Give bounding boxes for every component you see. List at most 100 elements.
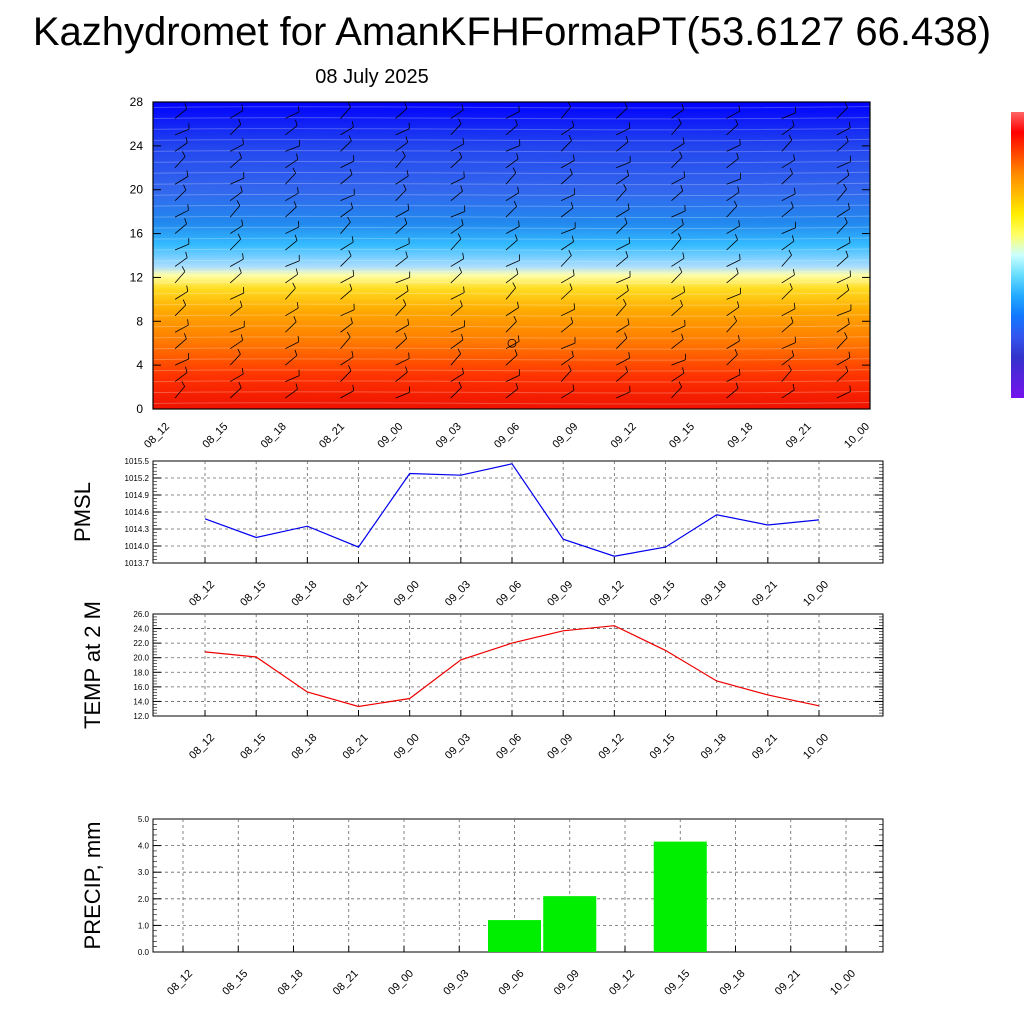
- wind-barb: [616, 141, 629, 152]
- wind-barb: [230, 326, 245, 333]
- wind-barb-feather: [738, 334, 740, 342]
- wind-barb-feather: [738, 368, 741, 375]
- wind-barb-feather: [737, 186, 740, 193]
- wind-barb-feather: [238, 118, 242, 125]
- wind-barb-feather: [683, 171, 686, 178]
- wind-barb: [340, 255, 352, 267]
- wind-barb: [174, 304, 186, 317]
- wind-barb-feather: [627, 203, 630, 210]
- wind-barb: [781, 342, 796, 350]
- wind-barb-feather: [844, 217, 848, 223]
- heatmap-x-tick-09_06: 09_06: [492, 421, 522, 451]
- wind-barb: [285, 307, 299, 317]
- wind-barb-feather: [240, 334, 244, 341]
- wind-barb: [340, 160, 355, 169]
- precip-x-tick-09_09: 09_09: [552, 968, 582, 998]
- wind-barb: [505, 388, 519, 399]
- wind-barb-feather: [844, 332, 848, 338]
- wind-barb: [616, 371, 628, 382]
- wind-barb-feather: [348, 250, 352, 257]
- calm-wind-marker: [507, 338, 517, 348]
- precip-ytick-label: 1.0: [138, 921, 150, 930]
- wind-barb: [174, 291, 188, 300]
- wind-barb-feather: [407, 318, 410, 325]
- wind-barb: [560, 207, 574, 218]
- wind-barb: [560, 370, 572, 382]
- wind-barb: [671, 176, 685, 185]
- wind-barb-feather: [462, 252, 465, 259]
- wind-barb-feather: [626, 284, 629, 291]
- wind-barb: [285, 172, 296, 185]
- wind-barb: [505, 374, 520, 382]
- wind-barb-feather: [627, 318, 630, 325]
- wind-barb-feather: [294, 234, 298, 241]
- wind-barb: [450, 339, 464, 350]
- wind-barb: [836, 310, 852, 317]
- wind-barb-feather: [680, 185, 684, 191]
- wind-barb-feather: [681, 103, 684, 110]
- wind-barb-feather: [682, 137, 685, 144]
- wind-barb: [230, 373, 244, 382]
- wind-barb-feather: [349, 283, 353, 290]
- wind-barb-feather: [242, 253, 244, 260]
- heatmap-x-tick-08_12: 08_12: [142, 421, 172, 451]
- wind-barb-feather: [678, 381, 683, 388]
- precip-x-tick-08_18: 08_18: [276, 968, 306, 998]
- wind-barb-feather: [407, 203, 410, 210]
- wind-barb: [726, 306, 740, 317]
- wind-barb: [726, 205, 738, 218]
- wind-barb-feather: [514, 234, 518, 241]
- wind-barb-feather: [236, 200, 241, 206]
- heatmap-contour: [152, 347, 871, 350]
- wind-barb: [671, 190, 684, 201]
- wind-barb: [450, 305, 463, 317]
- wind-barb-feather: [736, 267, 739, 274]
- wind-barb: [726, 124, 739, 136]
- temp-x-tick-08_15: 08_15: [238, 732, 268, 762]
- wind-barb-feather: [346, 331, 351, 338]
- precip-x-tick-08_15: 08_15: [220, 968, 250, 998]
- wind-barb-feather: [513, 315, 517, 322]
- wind-barb: [285, 273, 298, 284]
- wind-barb: [836, 222, 848, 234]
- wind-barb: [726, 158, 739, 169]
- wind-barb: [781, 254, 792, 267]
- wind-barb: [671, 257, 685, 267]
- precip-ytick-label: 0.0: [138, 948, 150, 957]
- wind-barb: [174, 324, 189, 333]
- temp-x-tick-08_18: 08_18: [289, 732, 319, 762]
- wind-barb-feather: [460, 300, 463, 307]
- wind-barb: [781, 207, 794, 218]
- wind-barb-feather: [846, 284, 850, 291]
- wind-barb: [174, 156, 186, 169]
- wind-barb: [395, 156, 406, 169]
- wind-barb: [671, 291, 685, 300]
- wind-barb-feather: [682, 252, 685, 259]
- wind-barb: [230, 292, 244, 300]
- wind-barb-feather: [790, 201, 794, 208]
- wind-barb: [395, 304, 407, 317]
- wind-barb: [395, 392, 410, 399]
- precip-bar-09_06: [487, 920, 542, 952]
- wind-barb-feather: [406, 285, 409, 292]
- wind-barb: [505, 321, 517, 333]
- wind-barb: [174, 223, 187, 234]
- wind-barb-feather: [848, 351, 851, 358]
- wind-barb: [836, 208, 850, 218]
- wind-barb: [505, 206, 517, 218]
- wind-barb: [285, 388, 298, 399]
- wind-barb: [229, 205, 241, 218]
- heatmap-x-tick-09_00: 09_00: [375, 421, 405, 451]
- heatmap-ytick-label: 16: [130, 227, 144, 241]
- wind-barb-feather: [624, 102, 628, 109]
- wind-barb: [505, 158, 519, 169]
- wind-barb-feather: [185, 136, 188, 143]
- heatmap-contour: [152, 204, 871, 208]
- wind-barb: [395, 175, 409, 185]
- wind-barb: [836, 107, 848, 119]
- temp-ytick-label: 20.0: [133, 654, 149, 663]
- wind-barb: [229, 339, 243, 350]
- wind-barb-feather: [348, 365, 352, 371]
- heatmap-contour: [152, 182, 871, 186]
- wind-barb: [285, 145, 300, 152]
